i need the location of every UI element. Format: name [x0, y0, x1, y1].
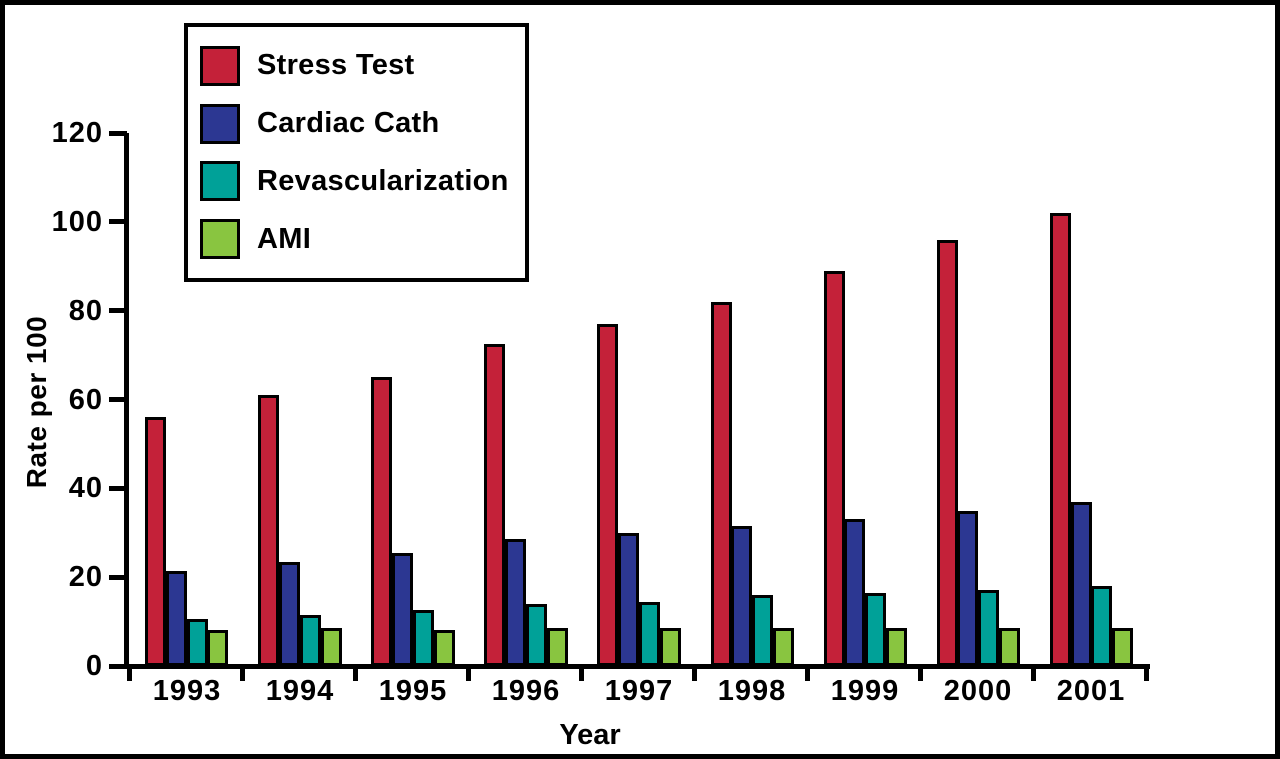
legend-item-revascularization: Revascularization	[200, 161, 525, 202]
x-axis-line	[109, 664, 1150, 669]
y-tick-label: 100	[51, 206, 103, 238]
x-axis-title: Year	[559, 719, 621, 751]
bar-cardiac-cath-1999	[844, 519, 865, 666]
y-tick-mark	[109, 575, 127, 580]
bar-ami-1994	[321, 628, 342, 666]
x-tick-mark	[1031, 664, 1036, 681]
legend-swatch-icon	[200, 161, 240, 202]
bar-cardiac-cath-1994	[279, 562, 300, 666]
bar-cardiac-cath-1995	[392, 553, 413, 666]
x-tick-label-1999: 1999	[830, 675, 900, 707]
x-tick-mark	[240, 664, 245, 681]
bar-cardiac-cath-1997	[618, 533, 639, 666]
x-tick-mark	[466, 664, 471, 681]
bar-ami-2001	[1112, 628, 1133, 666]
x-tick-label-1997: 1997	[604, 675, 674, 707]
legend-label: AMI	[257, 222, 312, 255]
bar-ami-1997	[660, 628, 681, 666]
y-tick-label: 120	[51, 117, 103, 149]
y-tick-mark	[109, 486, 127, 491]
bar-cardiac-cath-2001	[1071, 502, 1092, 666]
x-tick-mark	[692, 664, 697, 681]
bar-revascularization-1995	[413, 610, 434, 666]
x-tick-label-2000: 2000	[943, 675, 1013, 707]
bar-ami-1996	[547, 628, 568, 666]
y-tick-mark	[109, 308, 127, 313]
y-tick-label: 60	[68, 384, 103, 416]
y-tick-label: 40	[68, 472, 103, 504]
legend-label: Cardiac Cath	[257, 107, 440, 140]
y-tick-label: 20	[68, 561, 103, 593]
bar-stress-test-2001	[1050, 213, 1071, 666]
x-tick-mark	[805, 664, 810, 681]
y-tick-mark	[109, 131, 127, 136]
bar-cardiac-cath-2000	[957, 511, 978, 666]
x-tick-label-1995: 1995	[378, 675, 448, 707]
bar-stress-test-1999	[824, 271, 845, 666]
x-tick-mark	[579, 664, 584, 681]
legend-item-cardiac-cath: Cardiac Cath	[200, 103, 525, 144]
bar-stress-test-1997	[597, 324, 618, 666]
x-tick-label-2001: 2001	[1056, 675, 1126, 707]
bar-ami-1998	[773, 628, 794, 666]
legend-swatch-icon	[200, 45, 240, 86]
x-tick-mark	[127, 664, 132, 681]
x-tick-label-1996: 1996	[491, 675, 561, 707]
bar-revascularization-1997	[639, 602, 660, 666]
x-tick-mark	[353, 664, 358, 681]
bar-stress-test-1994	[258, 395, 279, 666]
bar-revascularization-1996	[526, 604, 547, 666]
bar-stress-test-1993	[145, 417, 166, 666]
legend-swatch-icon	[200, 103, 240, 144]
bar-ami-1993	[207, 630, 228, 666]
bar-revascularization-1999	[865, 593, 886, 666]
bar-revascularization-2001	[1091, 586, 1112, 666]
bar-revascularization-1998	[752, 595, 773, 666]
legend-label: Revascularization	[257, 164, 509, 197]
x-tick-label-1998: 1998	[717, 675, 787, 707]
bar-stress-test-2000	[937, 240, 958, 666]
y-tick-mark	[109, 664, 127, 669]
bar-cardiac-cath-1993	[166, 571, 187, 666]
bar-ami-1999	[886, 628, 907, 666]
bar-revascularization-1993	[187, 619, 208, 666]
y-tick-mark	[109, 219, 127, 224]
legend-swatch-icon	[200, 219, 240, 260]
bar-stress-test-1996	[484, 344, 505, 666]
bar-cardiac-cath-1998	[731, 526, 752, 666]
x-tick-mark	[1144, 664, 1149, 681]
legend-label: Stress Test	[257, 49, 415, 82]
legend-item-ami: AMI	[200, 219, 525, 260]
bar-revascularization-2000	[978, 590, 999, 666]
x-tick-mark	[918, 664, 923, 681]
y-tick-label: 80	[68, 295, 103, 327]
bar-ami-1995	[434, 630, 455, 666]
bar-ami-2000	[999, 628, 1020, 666]
x-tick-label-1993: 1993	[152, 675, 222, 707]
bar-stress-test-1995	[371, 377, 392, 666]
bar-revascularization-1994	[300, 615, 321, 666]
legend: Stress Test Cardiac Cath Revascularizati…	[184, 23, 529, 282]
legend-item-stress-test: Stress Test	[200, 45, 525, 86]
bar-cardiac-cath-1996	[505, 539, 526, 666]
x-tick-label-1994: 1994	[265, 675, 335, 707]
y-tick-label: 0	[85, 650, 103, 682]
bar-stress-test-1998	[711, 302, 732, 666]
y-tick-mark	[109, 397, 127, 402]
